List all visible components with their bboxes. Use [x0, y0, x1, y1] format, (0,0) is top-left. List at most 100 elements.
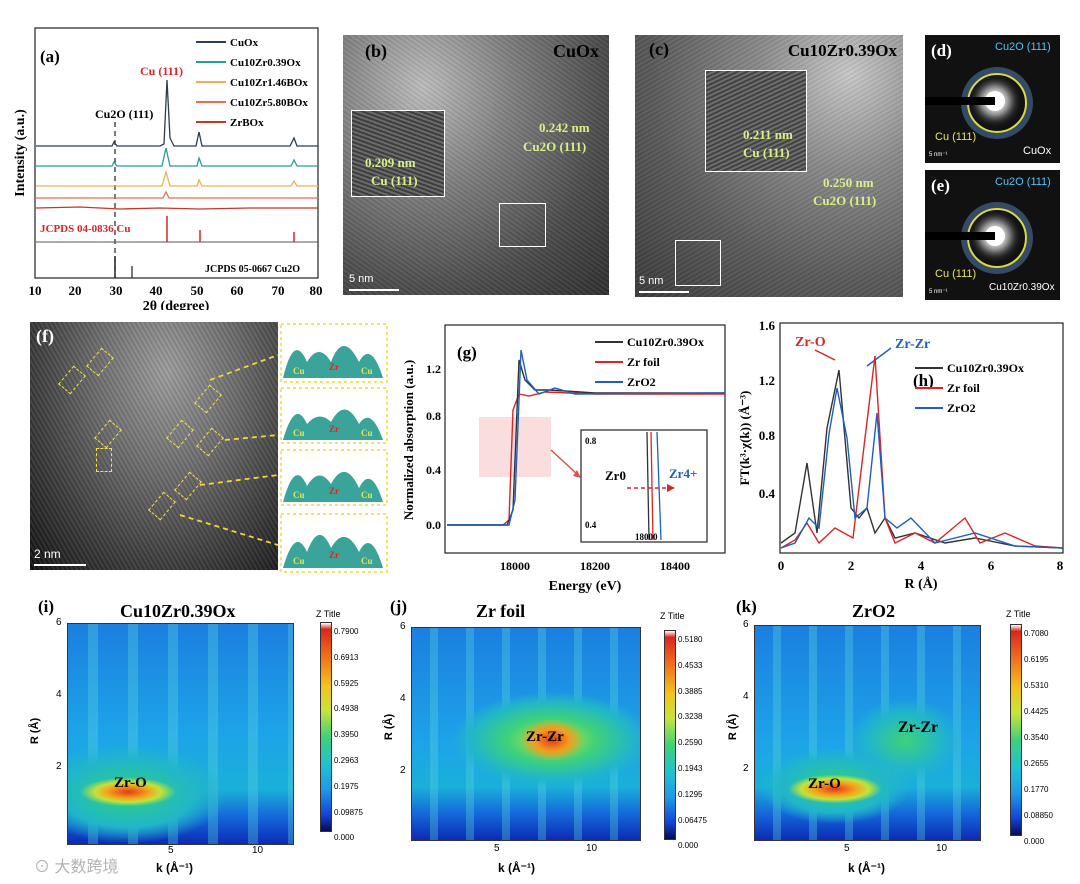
panel-e-scale: 5 nm⁻¹	[929, 289, 948, 295]
panel-g-inset: 0.8 0.4 18000 Zr0 Zr4+	[580, 429, 708, 543]
profile-box-2: Cu Zr Cu	[280, 387, 388, 444]
svg-text:0.0: 0.0	[426, 518, 441, 532]
legend-h-zrfoil: Zr foil	[947, 381, 980, 395]
svg-text:Cu: Cu	[361, 366, 373, 376]
panel-g-xlabel: Energy (eV)	[549, 579, 622, 594]
legend-cu10zr580box: Cu10Zr5.80BOx	[230, 97, 308, 109]
panel-k-peak: Zr-O	[808, 776, 841, 792]
svg-text:Cu: Cu	[361, 556, 373, 566]
xrd-trace-cu10zr039ox	[36, 147, 318, 167]
svg-text:Cu: Cu	[293, 490, 305, 500]
panel-e-saed: (e) Cu2O (111) Cu (111) Cu10Zr0.39Ox 5 n…	[925, 170, 1060, 300]
panel-b-scale: 5 nm	[349, 273, 374, 285]
panel-b-d1: 0.209 nm	[365, 155, 416, 170]
svg-text:1.6: 1.6	[759, 318, 776, 333]
panel-k-xlabel: k (Å⁻¹)	[848, 861, 885, 875]
svg-text:0.4: 0.4	[759, 486, 776, 501]
panel-f-haadf: (f) 2 nm	[30, 322, 278, 570]
panel-j-label: (j)	[390, 597, 407, 616]
panel-i-wavelet: (i) Cu10Zr0.39Ox Zr-O R (Å) 6 4 2 5 10 k…	[29, 597, 363, 876]
legend-cu10zr146box: Cu10Zr1.46BOx	[230, 77, 308, 89]
svg-text:Zr: Zr	[329, 550, 339, 560]
panel-c-tem: (c) Cu10Zr0.39Ox 0.211 nm Cu (111) 0.250…	[635, 35, 903, 297]
watermark: ⊙ 大数跨境	[34, 859, 119, 876]
legend-zrbox: ZrBOx	[230, 117, 264, 129]
svg-text:60: 60	[231, 283, 244, 298]
panel-i-xlabel: k (Å⁻¹)	[156, 861, 193, 875]
xanes-trace-cu10zr	[447, 359, 725, 526]
profile-box-1: Cu Zr Cu	[280, 323, 388, 383]
panel-c-title: Cu10Zr0.39Ox	[787, 41, 897, 60]
ft-trace-zro2	[780, 387, 1064, 549]
svg-text:8: 8	[1057, 558, 1064, 573]
legend-h-zro2: ZrO2	[947, 401, 976, 415]
panel-k-ylabel: R (Å)	[727, 713, 740, 741]
panel-h-ylabel: FT(k³·χ(k)) (Å⁻³)	[737, 391, 752, 486]
legend-cuox: CuOx	[230, 37, 259, 49]
panel-g-legend: Cu10Zr0.39Ox Zr foil ZrO2	[595, 335, 704, 389]
panel-c-p1: Cu (111)	[743, 145, 790, 160]
panel-j-wavelet: (j) Zr foil Zr-Zr R (Å) 6 4 2 5 10 k (Å⁻…	[383, 597, 707, 875]
panel-c-inset	[705, 70, 807, 172]
profile-box-3: Cu Zr Cu	[280, 449, 388, 506]
panel-j-ylabel: R (Å)	[383, 713, 396, 741]
svg-text:50: 50	[191, 283, 204, 298]
svg-text:1.2: 1.2	[759, 373, 775, 388]
panel-i-ztitle: Z Title	[316, 609, 341, 619]
panel-f-label: (f)	[36, 326, 54, 346]
ref-jcpds-cu2o: JCPDS 05-0667 Cu2O	[205, 264, 300, 275]
svg-text:0.8: 0.8	[585, 436, 597, 446]
panel-g-label: (g)	[457, 343, 477, 362]
panel-k-zticks: 0.7080 0.6195 0.5310 0.4425 0.3540 0.2655 0.…	[1024, 629, 1053, 846]
xrd-trace-cu10zr146box	[36, 169, 318, 187]
panel-f-connectors	[180, 354, 279, 546]
panel-k-map	[754, 625, 981, 841]
svg-text:1.2: 1.2	[426, 362, 441, 376]
panel-k-ztitle: Z Title	[1006, 609, 1031, 619]
svg-text:80: 80	[310, 283, 323, 298]
xanes-trace-zro2	[447, 349, 726, 526]
ref-jcpds-cu: JCPDS 04-0836 Cu	[40, 223, 130, 235]
panel-j-zticks: 0.5180 0.4533 0.3885 0.3238 0.2590 0.1943 0.…	[678, 635, 707, 851]
panel-e-ring2: Cu (111)	[935, 268, 977, 280]
panel-b-roi	[499, 203, 546, 247]
panel-a-xticks: 10 20 30 40 50 60 70 80	[29, 283, 323, 298]
panel-i-zticks: 0.7900 0.6913 0.5925 0.4938 0.3950 0.2963 0.…	[334, 627, 363, 843]
svg-text:30: 30	[110, 283, 123, 298]
panel-c-d1: 0.211 nm	[743, 127, 793, 142]
svg-text:0.8: 0.8	[426, 409, 441, 423]
panel-c-d2: 0.250 nm	[823, 175, 874, 190]
panel-k-wavelet: (k) ZrO2 Zr-O Zr-Zr R (Å) 6 4 2 5 10 k (…	[727, 597, 1053, 875]
panel-a-xlabel: 2θ (degree)	[143, 299, 210, 310]
legend-g-zro2: ZrO2	[627, 375, 656, 389]
panel-a-ylabel: Intensity (a.u.)	[13, 109, 28, 197]
panel-d-ring1: Cu2O (111)	[995, 41, 1051, 53]
svg-text:Zr: Zr	[329, 486, 339, 496]
inset-zr4: Zr4+	[669, 466, 697, 481]
panel-d-saed: (d) Cu2O (111) Cu (111) CuOx 5 nm⁻¹	[925, 35, 1060, 163]
panel-h-legend: Cu10Zr0.39Ox Zr foil ZrO2	[915, 361, 1024, 415]
svg-text:Cu: Cu	[361, 490, 373, 500]
panel-b-tem: (b) CuOx 0.209 nm Cu (111) 0.242 nm Cu2O…	[343, 35, 609, 295]
panel-e-label: (e)	[931, 176, 950, 195]
svg-text:Cu: Cu	[293, 556, 305, 566]
inset-zr0: Zr0	[605, 468, 626, 483]
annot-zrzr: Zr-Zr	[895, 337, 930, 352]
panel-j-peak: Zr-Zr	[526, 729, 564, 745]
panel-b-d2: 0.242 nm	[539, 120, 590, 135]
svg-text:Cu: Cu	[293, 428, 305, 438]
svg-text:20: 20	[69, 283, 82, 298]
svg-text:18000: 18000	[635, 532, 658, 542]
svg-text:18000: 18000	[500, 559, 530, 573]
panel-f-scale: 2 nm	[34, 547, 61, 561]
svg-text:2: 2	[848, 558, 855, 573]
panel-e-name: Cu10Zr0.39Ox	[989, 282, 1055, 293]
panel-j-xlabel: k (Å⁻¹)	[498, 861, 535, 875]
panel-d-ring2: Cu (111)	[935, 131, 977, 143]
svg-text:18200: 18200	[580, 559, 610, 573]
panel-d-label: (d)	[931, 41, 952, 60]
annot-cu2o111: Cu2O (111)	[95, 107, 153, 121]
panel-j-colorbar	[664, 630, 676, 840]
panel-i-peak: Zr-O	[114, 775, 147, 791]
panel-c-label: (c)	[649, 39, 669, 59]
